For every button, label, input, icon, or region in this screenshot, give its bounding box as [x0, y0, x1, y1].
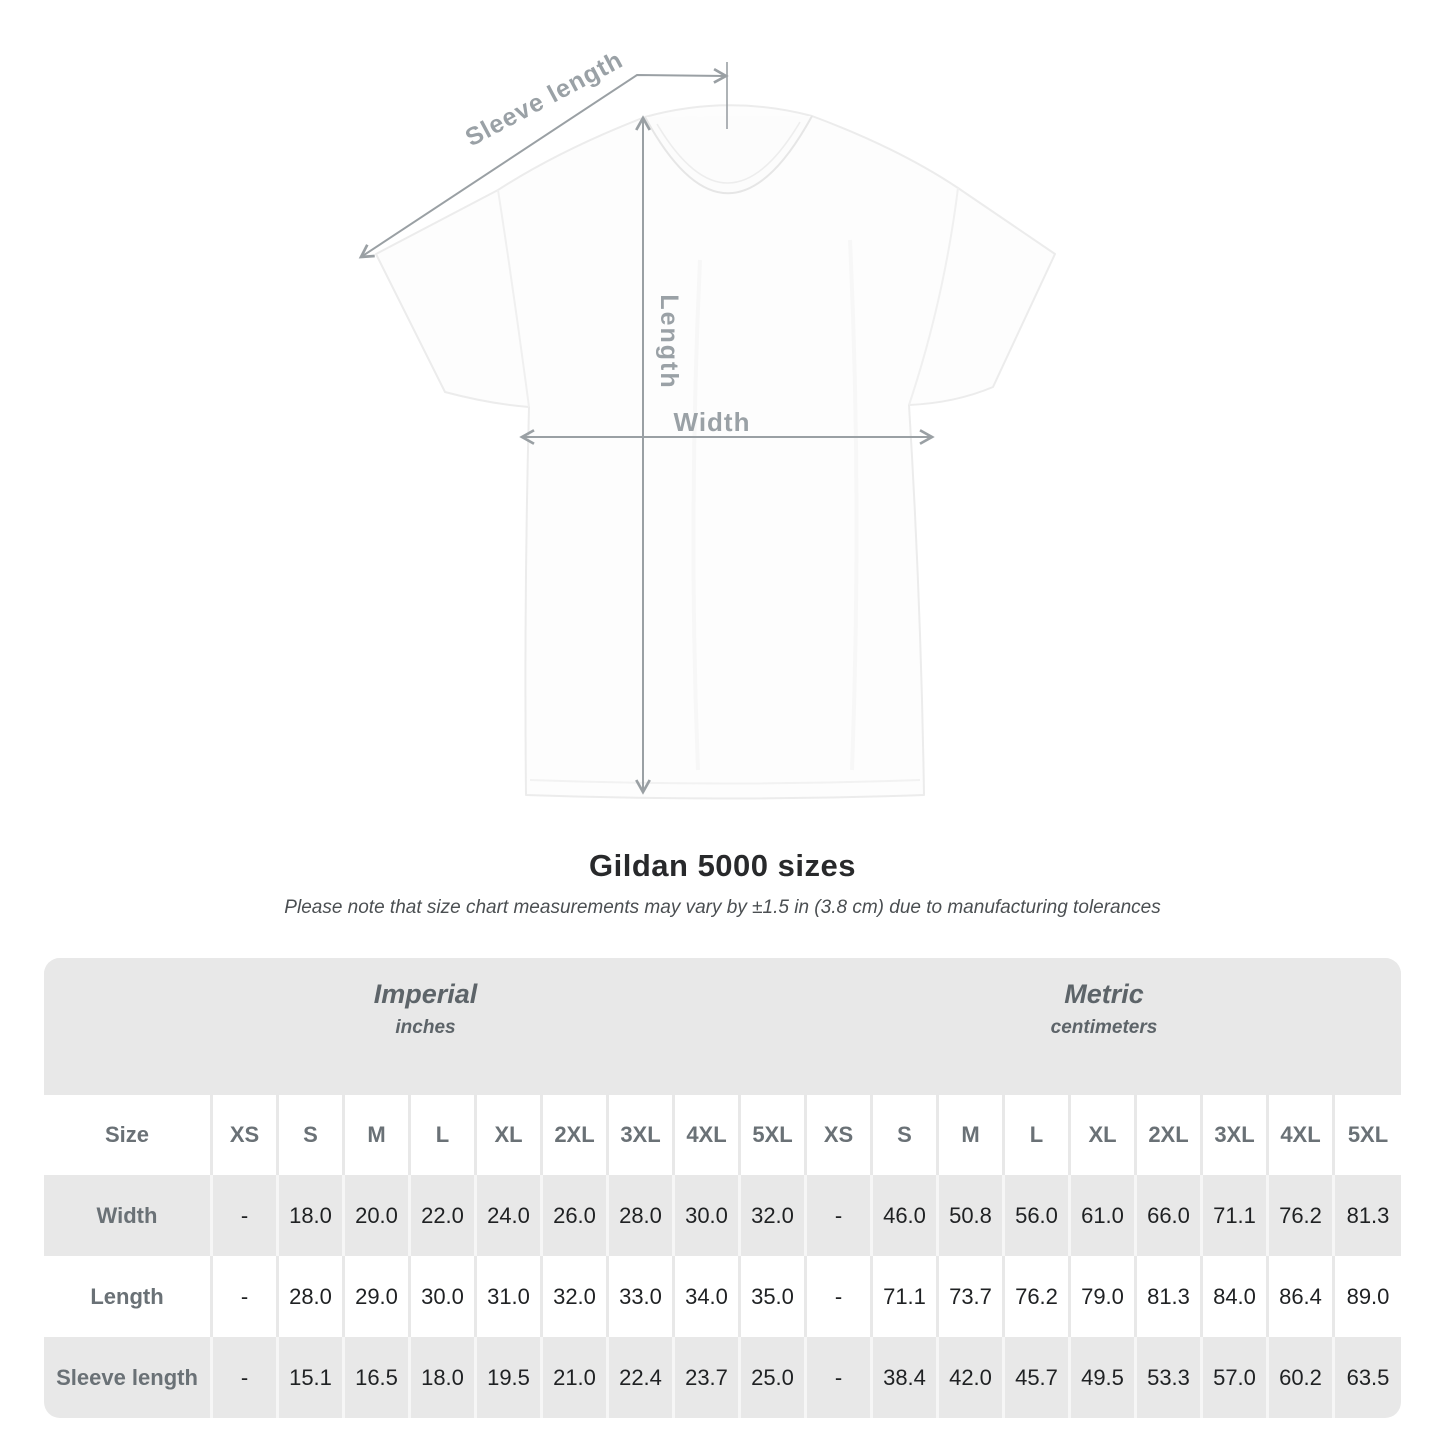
cell: 15.1 — [279, 1337, 345, 1418]
tshirt-graphic — [375, 104, 1056, 800]
cell: 63.5 — [1346, 1364, 1390, 1390]
cell: 81.3 — [1137, 1256, 1203, 1337]
tshirt-size-diagram: Sleeve length Length Width — [358, 46, 1056, 800]
size-col-header: 4XL — [1269, 1095, 1335, 1175]
cell: 61.0 — [1071, 1175, 1137, 1256]
size-col-header: M — [345, 1095, 411, 1175]
size-col-header: XS — [213, 1095, 279, 1175]
cell: - — [807, 1256, 873, 1337]
metric-unit: centimeters — [1050, 1017, 1158, 1038]
cell: - — [807, 1175, 873, 1256]
cell: 66.0 — [1137, 1175, 1203, 1256]
table-row-width: Width - 18.0 20.0 22.0 24.0 26.0 28.0 30… — [44, 1175, 1401, 1256]
metric-group-header: Metric centimeters — [807, 958, 1401, 1095]
metric-label: Metric — [1064, 979, 1144, 1009]
row-label: Sleeve length — [44, 1337, 213, 1418]
size-col-header: M — [939, 1095, 1005, 1175]
cell: 76.2 — [1005, 1256, 1071, 1337]
cell: 42.0 — [939, 1337, 1005, 1418]
size-col-header: 5XL — [741, 1095, 807, 1175]
cell: 21.0 — [543, 1337, 609, 1418]
size-corner-label: Size — [44, 1095, 213, 1175]
cell: 86.4 — [1269, 1256, 1335, 1337]
cell: 20.0 — [345, 1175, 411, 1256]
cell: - — [807, 1337, 873, 1418]
cell: 30.0 — [411, 1256, 477, 1337]
cell: 25.0 — [741, 1337, 807, 1418]
row-label: Width — [44, 1175, 213, 1256]
size-col-header: 2XL — [1137, 1095, 1203, 1175]
cell: 24.0 — [477, 1175, 543, 1256]
size-col-header: XS — [807, 1095, 873, 1175]
cell: 29.0 — [345, 1256, 411, 1337]
imperial-group-header: Imperial inches — [44, 958, 807, 1095]
size-col-header: 4XL — [675, 1095, 741, 1175]
width-label: Width — [674, 407, 751, 437]
cell: 45.7 — [1005, 1337, 1071, 1418]
cell: - — [213, 1256, 279, 1337]
cell: 32.0 — [741, 1175, 807, 1256]
cell: 71.1 — [873, 1256, 939, 1337]
cell: 84.0 — [1203, 1256, 1269, 1337]
unit-group-row: Imperial inches Metric centimeters — [44, 958, 1401, 1095]
cell: 71.1 — [1203, 1175, 1269, 1256]
cell: 30.0 — [675, 1175, 741, 1256]
cell: 89.0 — [1335, 1256, 1401, 1337]
row-label: Length — [44, 1256, 213, 1337]
cell: 31.0 — [477, 1256, 543, 1337]
cell: 28.0 — [279, 1256, 345, 1337]
cell: 26.0 — [543, 1175, 609, 1256]
cell: - — [213, 1175, 279, 1256]
size-col-header: 5XL — [1335, 1095, 1401, 1175]
cell: - — [213, 1337, 279, 1418]
cell: 28.0 — [609, 1175, 675, 1256]
cell: 22.0 — [411, 1175, 477, 1256]
cell: 81.3 — [1346, 1202, 1390, 1228]
page-title: Gildan 5000 sizes — [589, 848, 856, 883]
cell: 53.3 — [1137, 1337, 1203, 1418]
size-col-header: 2XL — [543, 1095, 609, 1175]
cell: 18.0 — [279, 1175, 345, 1256]
cell: 38.4 — [873, 1337, 939, 1418]
cell: 49.5 — [1071, 1337, 1137, 1418]
cell: 35.0 — [741, 1256, 807, 1337]
size-col-header: L — [1005, 1095, 1071, 1175]
cell: 79.0 — [1071, 1256, 1137, 1337]
cell: 23.7 — [675, 1337, 741, 1418]
size-table: Imperial inches Metric centimeters Size … — [44, 958, 1401, 1418]
size-col-header: 3XL — [1203, 1095, 1269, 1175]
cell: 33.0 — [609, 1256, 675, 1337]
imperial-label: Imperial — [373, 979, 478, 1009]
cell: 57.0 — [1203, 1337, 1269, 1418]
size-col-header: XL — [1071, 1095, 1137, 1175]
size-col-header: XL — [477, 1095, 543, 1175]
table-row-sleeve-length: Sleeve length - 15.1 16.5 18.0 19.5 21.0… — [44, 1337, 1401, 1418]
size-table-card: Imperial inches Metric centimeters Size … — [44, 958, 1401, 1418]
length-label: Length — [655, 294, 683, 389]
size-col-header: L — [411, 1095, 477, 1175]
cell: 22.4 — [609, 1337, 675, 1418]
size-col-header: S — [279, 1095, 345, 1175]
cell: 56.0 — [1005, 1175, 1071, 1256]
cell: 46.0 — [873, 1175, 939, 1256]
tolerance-note: Please note that size chart measurements… — [284, 897, 1161, 918]
size-col-header: S — [873, 1095, 939, 1175]
cell: 32.0 — [543, 1256, 609, 1337]
cell: 73.7 — [939, 1256, 1005, 1337]
cell: 76.2 — [1269, 1175, 1335, 1256]
size-header-row: Size XS S M L XL 2XL 3XL 4XL 5XL XS S M … — [44, 1095, 1401, 1175]
sleeve-length-arrow — [358, 67, 729, 259]
cell: 50.8 — [939, 1175, 1005, 1256]
cell: 18.0 — [411, 1337, 477, 1418]
cell: 16.5 — [345, 1337, 411, 1418]
cell: 34.0 — [675, 1256, 741, 1337]
imperial-unit: inches — [395, 1017, 456, 1038]
cell: 19.5 — [477, 1337, 543, 1418]
cell: 60.2 — [1269, 1337, 1335, 1418]
size-col-header: 3XL — [609, 1095, 675, 1175]
table-row-length: Length - 28.0 29.0 30.0 31.0 32.0 33.0 3… — [44, 1256, 1401, 1337]
